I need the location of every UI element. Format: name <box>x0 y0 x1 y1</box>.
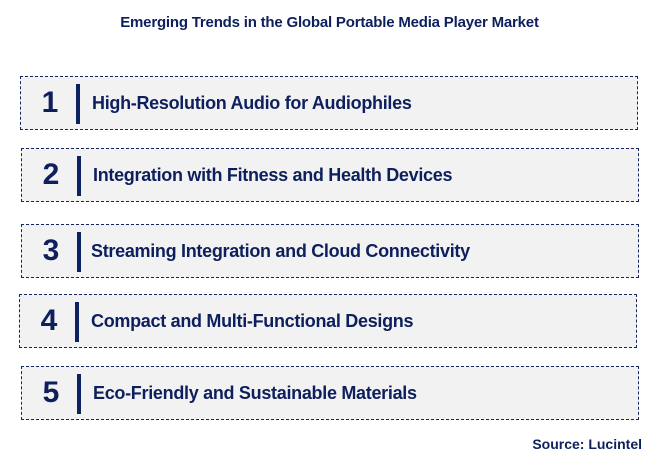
trend-item-3: 3 Streaming Integration and Cloud Connec… <box>21 224 639 278</box>
divider-bar <box>77 374 81 414</box>
trend-number: 4 <box>40 304 58 337</box>
divider-bar <box>75 302 79 342</box>
trend-item-5: 5 Eco-Friendly and Sustainable Materials <box>21 366 639 420</box>
trend-item-4: 4 Compact and Multi-Functional Designs <box>19 294 637 348</box>
trend-number: 3 <box>42 234 60 267</box>
divider-bar <box>77 232 81 272</box>
trend-number: 2 <box>42 158 60 191</box>
trend-label: Streaming Integration and Cloud Connecti… <box>91 240 470 261</box>
source-label: Source: Lucintel <box>532 436 642 452</box>
trend-number: 1 <box>41 86 59 119</box>
trend-item-1: 1 High-Resolution Audio for Audiophiles <box>20 76 638 130</box>
trend-item-2: 2 Integration with Fitness and Health De… <box>21 148 639 202</box>
trend-label: Integration with Fitness and Health Devi… <box>93 164 453 185</box>
trend-label: Compact and Multi-Functional Designs <box>91 310 414 331</box>
diagram-title: Emerging Trends in the Global Portable M… <box>120 14 539 31</box>
divider-bar <box>77 156 81 196</box>
trend-label: Eco-Friendly and Sustainable Materials <box>93 382 417 403</box>
divider-bar <box>76 84 80 124</box>
trend-label: High-Resolution Audio for Audiophiles <box>92 92 412 113</box>
trend-number: 5 <box>42 376 60 409</box>
